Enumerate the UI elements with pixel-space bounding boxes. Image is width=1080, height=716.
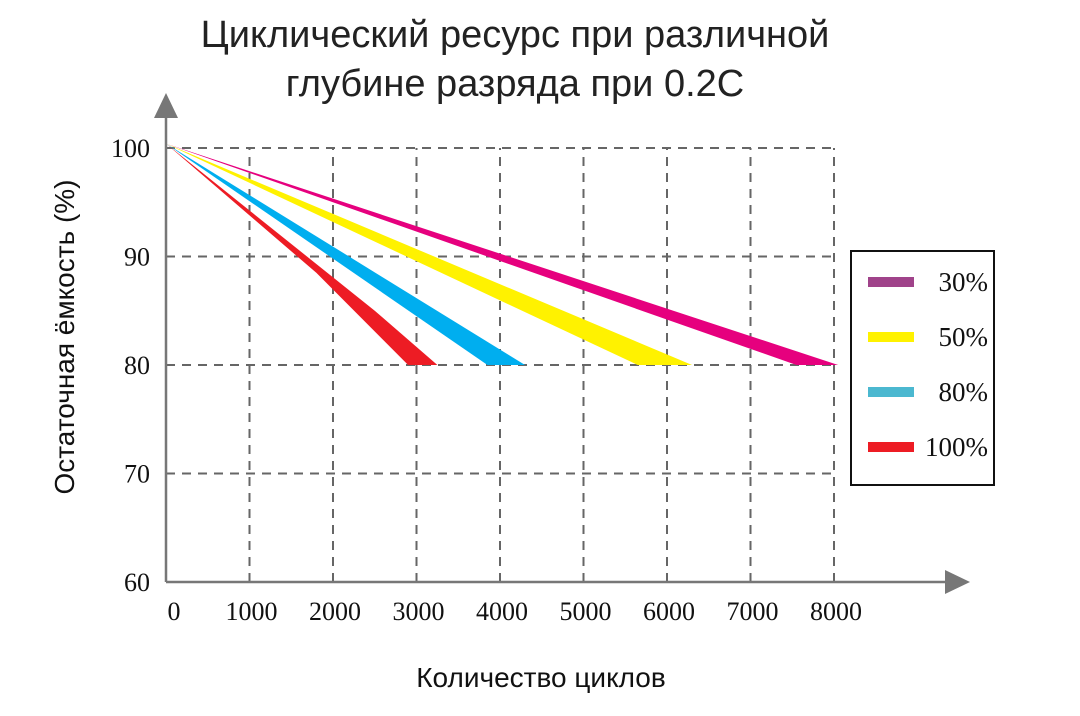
legend-swatch bbox=[868, 332, 914, 342]
tick-labels: 0 1000 2000 3000 4000 5000 6000 7000 8000 60 70 80 9… bbox=[111, 134, 862, 626]
legend-swatch bbox=[868, 277, 914, 287]
legend: 30% 50% 80% 100% bbox=[850, 250, 995, 486]
y-tick-label: 70 bbox=[124, 460, 150, 489]
y-tick-label: 60 bbox=[124, 568, 150, 597]
x-axis-arrow bbox=[945, 570, 970, 594]
y-axis-arrow bbox=[154, 93, 178, 118]
x-axis-label: Количество циклов bbox=[416, 662, 665, 693]
legend-swatch bbox=[868, 442, 914, 452]
x-tick-label: 0 bbox=[168, 597, 181, 626]
x-tick-label: 6000 bbox=[643, 597, 695, 626]
band-30-percent bbox=[166, 143, 839, 365]
x-tick-label: 4000 bbox=[476, 597, 528, 626]
band-80-percent bbox=[166, 143, 526, 365]
x-tick-label: 3000 bbox=[393, 597, 445, 626]
y-tick-label: 80 bbox=[124, 351, 150, 380]
x-tick-label: 8000 bbox=[810, 597, 862, 626]
legend-label: 80% bbox=[939, 377, 989, 407]
legend-label: 50% bbox=[939, 322, 989, 352]
axes bbox=[154, 93, 970, 594]
legend-swatch bbox=[868, 387, 914, 397]
y-tick-label: 90 bbox=[124, 243, 150, 272]
y-tick-label: 100 bbox=[111, 134, 150, 163]
band-50-percent bbox=[166, 143, 693, 365]
x-tick-label: 5000 bbox=[560, 597, 612, 626]
x-tick-label: 7000 bbox=[727, 597, 779, 626]
data-bands bbox=[166, 143, 839, 365]
chart-title-line-2: глубине разряда при 0.2С bbox=[286, 63, 744, 105]
y-axis-label: Остаточная ёмкость (%) bbox=[49, 180, 80, 495]
legend-label: 100% bbox=[925, 432, 988, 462]
x-tick-label: 2000 bbox=[309, 597, 361, 626]
chart-title-line-1: Циклический ресурс при различной bbox=[201, 14, 830, 56]
x-tick-label: 1000 bbox=[226, 597, 278, 626]
band-100-percent bbox=[166, 143, 438, 365]
legend-label: 30% bbox=[939, 267, 989, 297]
